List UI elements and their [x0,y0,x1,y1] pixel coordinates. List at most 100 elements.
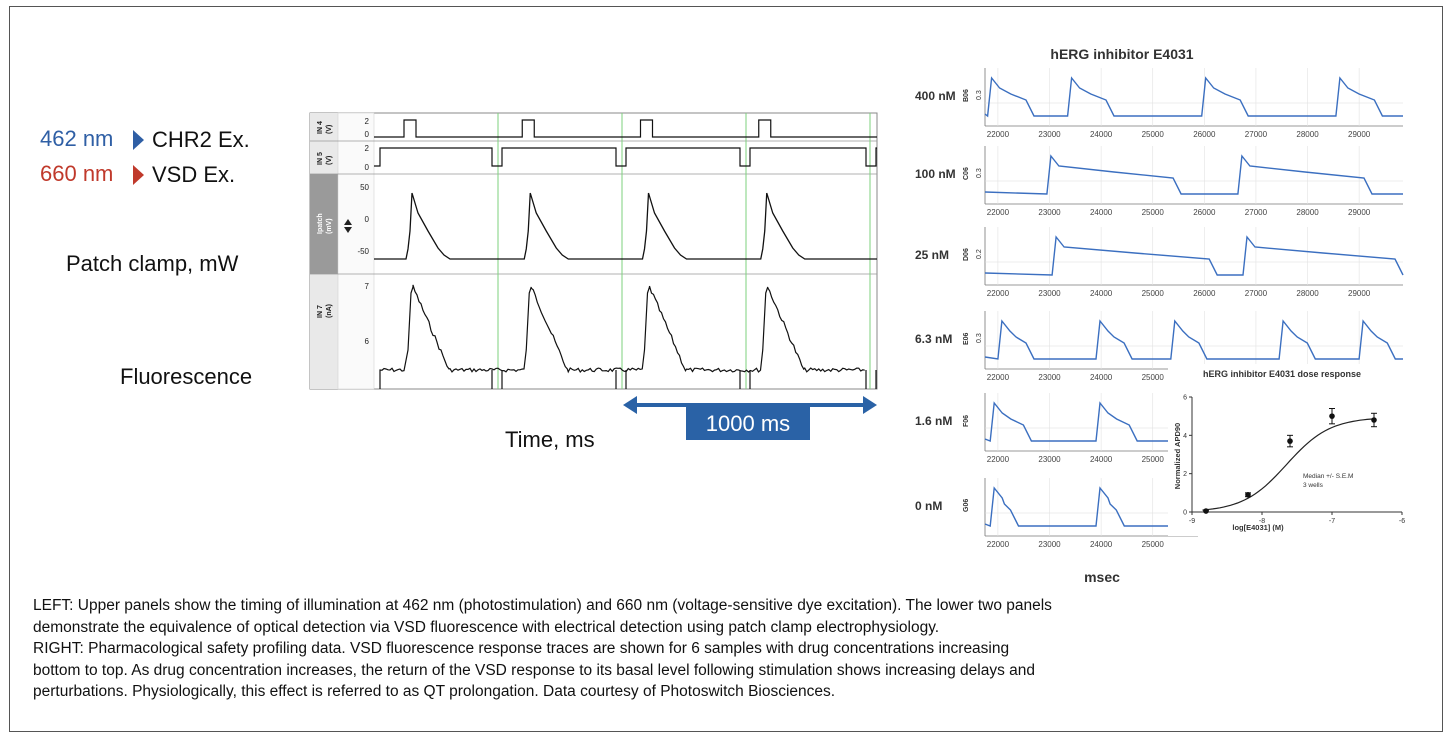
caption-line-3: RIGHT: Pharmacological safety profiling … [33,640,1010,657]
dose-y-tick-label: 2 [1183,471,1187,478]
dose-y-tick-label: 0 [1183,510,1187,517]
x-tick-label: 23000 [1038,289,1061,298]
ipatch-tick-m50: -50 [357,247,369,256]
x-tick-label: 24000 [1090,130,1113,139]
trace-row-4: 1.6 nM F06 22000 23000 24000 25000 [915,393,1198,464]
caption-line-4: bottom to top. As drug concentration inc… [33,661,1036,679]
dose-annotation-2: 3 wells [1303,482,1324,489]
arrow-660-icon [133,165,144,185]
herg-title: hERG inhibitor E4031 [1050,46,1193,62]
y-tick-label: 0.3 [976,168,983,178]
x-tick-label: 26000 [1193,208,1216,217]
x-tick-label: 27000 [1245,208,1268,217]
y-tick-label: 0.2 [976,249,983,259]
x-tick-label: 22000 [987,455,1010,464]
dose-point [1203,508,1209,514]
arrow-462-icon [133,130,144,150]
x-tick-label: 28000 [1296,289,1319,298]
left-traces [374,113,877,389]
x-tick-label: 25000 [1142,373,1165,382]
x-tick-label: 24000 [1090,455,1113,464]
fluorescence-label: Fluorescence [120,364,252,389]
scale-label-box [686,406,810,440]
in5-tick-0: 0 [365,163,370,172]
x-tick-label: 26000 [1193,289,1216,298]
ipatch-arrows-icon [344,219,352,233]
x-tick-label: 25000 [1142,289,1165,298]
well-label: F06 [963,415,970,427]
x-tick-label: 27000 [1245,130,1268,139]
concentration-label: 25 nM [915,248,949,262]
channel-ticks: 2 0 2 0 50 0 -50 7 6 [357,117,369,346]
concentration-label: 0 nM [915,499,942,513]
x-tick-label: 25000 [1142,455,1165,464]
trace-row-2: 25 nM D06 0.2 22000 23000 24000 25000 26000 2700… [915,227,1404,298]
dose-y-tick-label: 6 [1183,395,1187,402]
scale-arrow-left-icon [623,396,637,414]
x-tick-label: 24000 [1090,208,1113,217]
x-tick-label: 24000 [1090,289,1113,298]
x-tick-label: 29000 [1348,289,1371,298]
vsd-trace [984,319,1403,360]
dose-x-tick-label: -6 [1399,518,1405,525]
inset-background [1168,364,1408,536]
dose-point [1371,417,1377,423]
concentration-label: 1.6 nM [915,414,952,428]
axis-strip [337,112,375,390]
well-label: B06 [963,89,970,102]
x-tick-label: 28000 [1296,208,1319,217]
caption-line-2: demonstrate the equivalence of optical d… [33,618,940,636]
concentration-label: 6.3 nM [915,332,952,346]
x-tick-label: 25000 [1142,130,1165,139]
scale-bar: 1000 ms [623,396,877,440]
recording-panel: IN 4 (V) IN 5 (V) Ipatch (mV) IN 7 (nA) … [309,112,878,390]
msec-label: msec [1084,569,1120,585]
in7-unit: (nA) [326,304,333,318]
x-tick-label: 28000 [1296,130,1319,139]
in5-unit: (V) [326,156,333,165]
y-tick-label: 0.3 [976,90,983,100]
x-tick-label: 27000 [1245,289,1268,298]
in4-unit: (V) [326,125,333,134]
dose-x-tick-label: -9 [1189,518,1195,525]
vsd-trace [984,235,1404,276]
chr2-ex-label: CHR2 Ex. [152,127,250,152]
in5-tick-2: 2 [365,144,370,153]
recording-border [309,112,878,390]
wavelength-660-label: 660 nm [40,161,113,186]
in4-tick-0: 0 [365,130,370,139]
in4-trace [374,119,877,138]
dose-title: hERG inhibitor E4031 dose response [1203,369,1361,379]
x-tick-label: 22000 [987,130,1010,139]
x-tick-label: 23000 [1038,540,1061,549]
vsd-trace [984,76,1403,118]
dose-point [1287,438,1293,444]
x-tick-label: 23000 [1038,208,1061,217]
trace-row-5: 0 nM G06 22000 23000 24000 25000 [915,478,1198,549]
in5-trace [374,147,877,167]
y-tick-label: 0.3 [976,333,983,343]
dose-point [1329,413,1335,419]
well-label: G06 [963,499,970,512]
dose-x-tick-label: -8 [1259,518,1265,525]
wavelength-462-label: 462 nm [40,126,113,151]
ipatch-tick-0: 0 [365,215,370,224]
x-tick-label: 23000 [1038,455,1061,464]
x-tick-label: 23000 [1038,130,1061,139]
x-tick-label: 25000 [1142,208,1165,217]
vsd-trace [984,401,1198,442]
scale-arrow-right-icon [863,396,877,414]
figure-caption: LEFT: Upper panels show the timing of il… [33,595,1423,703]
x-tick-label: 22000 [987,289,1010,298]
vsd-trace [984,486,1198,527]
channel-names: IN 4 (V) IN 5 (V) Ipatch (mV) IN 7 (nA) [317,121,333,318]
time-axis-label: Time, ms [505,427,595,452]
ipatch-name: Ipatch [317,213,324,234]
concentration-label: 400 nM [915,89,956,103]
trace-row-0: 400 nM B06 0.3 22000 23000 24000 25000 26000 270… [915,68,1403,139]
in7-trace [379,284,865,389]
dose-y-tick-label: 4 [1183,433,1187,440]
dose-x-tick-label: -7 [1329,518,1335,525]
dose-fit-curve [1202,418,1375,511]
